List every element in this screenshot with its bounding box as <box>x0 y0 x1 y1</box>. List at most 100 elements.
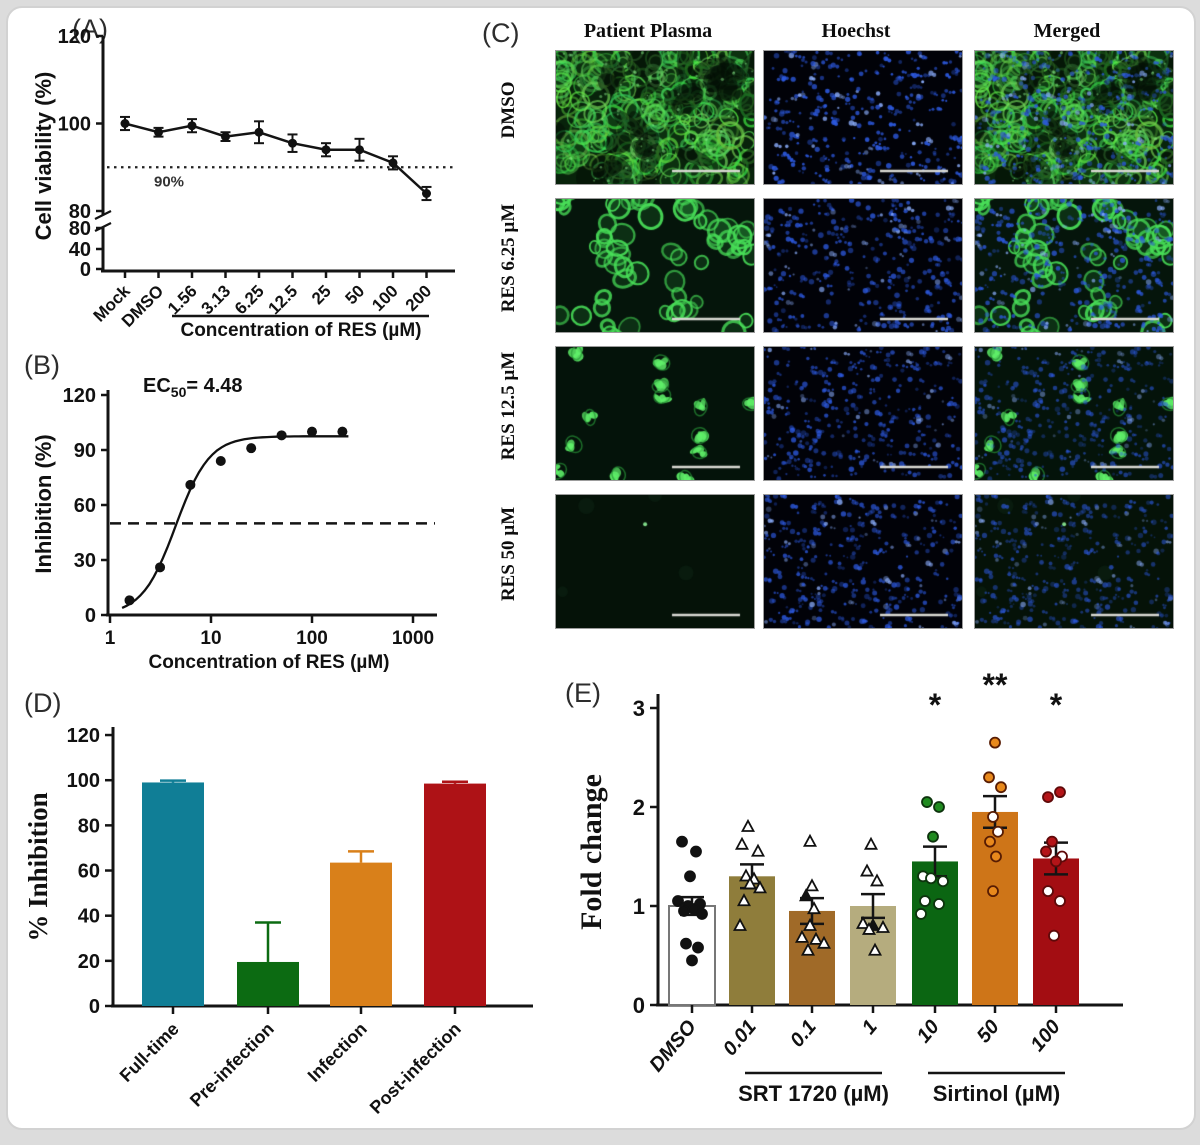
panel-c-row-label-dmso: DMSO <box>498 81 519 139</box>
micro-image-res-12-5-µm-merged <box>974 346 1174 481</box>
svg-text:Pre-infection: Pre-infection <box>186 1019 278 1111</box>
svg-text:120: 120 <box>63 385 96 407</box>
point-50 <box>355 145 364 155</box>
bar-0.01 <box>729 876 775 1005</box>
svg-text:SRT 1720 (µM): SRT 1720 (µM) <box>738 1081 889 1106</box>
svg-text:50: 50 <box>342 281 369 308</box>
svg-text:Full-time: Full-time <box>116 1019 183 1086</box>
svg-text:**: ** <box>983 667 1008 703</box>
micro-image-res-12-5-µm-hoechst <box>763 346 963 481</box>
panel-b-label: (B) <box>24 350 60 380</box>
svg-text:*: * <box>929 687 942 723</box>
svg-text:20: 20 <box>78 951 100 973</box>
svg-text:Sirtinol (µM): Sirtinol (µM) <box>933 1081 1061 1106</box>
figure-card: (A) (B) (C) (D) (E) Patient Plasma Hoech… <box>6 6 1196 1130</box>
svg-text:90%: 90% <box>154 173 184 190</box>
point-200 <box>337 426 348 437</box>
point-3.13 <box>155 562 166 573</box>
point-6.25 <box>254 127 264 137</box>
point-12.5 <box>215 456 226 467</box>
micro-image-res-6-25-µm-hoechst <box>763 198 963 333</box>
panel-c-label: (C) <box>482 18 520 48</box>
svg-text:80: 80 <box>69 218 91 240</box>
svg-text:0: 0 <box>633 993 645 1018</box>
svg-text:200: 200 <box>402 281 435 314</box>
micro-image-dmso-merged <box>974 50 1174 185</box>
micro-image-res-12-5-µm-patient-plasma <box>555 346 755 481</box>
svg-text:Concentration of RES (µM): Concentration of RES (µM) <box>148 652 389 673</box>
point-50 <box>276 430 287 441</box>
svg-text:2: 2 <box>633 795 645 820</box>
svg-text:1: 1 <box>858 1016 882 1039</box>
point-25 <box>246 443 257 454</box>
panel-e-label: (E) <box>565 678 601 708</box>
svg-text:EC50= 4.48: EC50= 4.48 <box>143 375 243 400</box>
svg-text:40: 40 <box>69 239 91 261</box>
micro-image-res-6-25-µm-patient-plasma <box>555 198 755 333</box>
svg-text:Post-infection: Post-infection <box>366 1019 465 1118</box>
svg-text:Fold change: Fold change <box>575 774 608 930</box>
svg-text:Concentration of RES (µM): Concentration of RES (µM) <box>180 320 421 341</box>
svg-text:100: 100 <box>1027 1016 1065 1056</box>
micro-image-dmso-hoechst <box>763 50 963 185</box>
svg-text:80: 80 <box>78 815 100 837</box>
micro-image-dmso-patient-plasma <box>555 50 755 185</box>
micro-image-res-50-µm-merged <box>974 494 1174 629</box>
svg-text:1000: 1000 <box>392 628 434 649</box>
micro-image-res-6-25-µm-merged <box>974 198 1174 333</box>
point-100 <box>388 158 398 168</box>
svg-text:40: 40 <box>78 906 100 928</box>
svg-text:12.5: 12.5 <box>264 281 301 318</box>
svg-text:6.25: 6.25 <box>231 281 268 318</box>
svg-text:100: 100 <box>368 281 401 314</box>
bar-10 <box>912 861 958 1005</box>
point-1.56 <box>187 121 197 131</box>
svg-text:0: 0 <box>80 259 91 281</box>
svg-text:3.13: 3.13 <box>197 281 234 318</box>
svg-text:Cell viability (%): Cell viability (%) <box>31 72 56 241</box>
point-6.25 <box>185 479 196 490</box>
panel-a-cell-viability-chart: 120100808040090%MockDMSO1.563.136.2512.5… <box>31 26 457 341</box>
panel-c-row-label-res-50: RES 50 µM <box>498 506 519 602</box>
svg-text:120: 120 <box>67 725 100 747</box>
svg-text:0.01: 0.01 <box>719 1016 761 1060</box>
svg-text:1: 1 <box>633 894 645 919</box>
micro-image-res-50-µm-patient-plasma <box>555 494 755 629</box>
svg-text:50: 50 <box>973 1016 1004 1047</box>
point-1.56 <box>124 595 135 606</box>
svg-text:30: 30 <box>74 550 96 572</box>
point-200 <box>422 189 431 198</box>
panel-d-label: (D) <box>24 688 62 718</box>
point-25 <box>321 145 331 155</box>
point-100 <box>307 426 317 437</box>
svg-text:1.56: 1.56 <box>164 281 201 318</box>
svg-text:0.1: 0.1 <box>786 1016 821 1051</box>
panel-d-inhibition-bar-chart: 0 20 40 60 80 100 120 Full-time Pre-infection Inf… <box>23 725 533 1118</box>
svg-text:80: 80 <box>69 201 91 223</box>
panel-c-header-hoechst: Hoechst <box>821 20 891 42</box>
point-Mock <box>120 119 130 128</box>
panel-c-header-patient-plasma: Patient Plasma <box>583 20 713 42</box>
svg-text:100: 100 <box>67 770 100 792</box>
svg-text:0: 0 <box>89 996 100 1018</box>
svg-text:100: 100 <box>296 628 328 649</box>
micro-image-res-50-µm-hoechst <box>763 494 963 629</box>
svg-text:0: 0 <box>85 605 96 627</box>
bar-infection <box>330 862 392 1006</box>
svg-text:% Inhibition: % Inhibition <box>23 792 53 941</box>
svg-text:DMSO: DMSO <box>645 1016 701 1076</box>
svg-text:10: 10 <box>200 628 221 649</box>
svg-text:60: 60 <box>78 861 100 883</box>
svg-text:60: 60 <box>74 495 96 517</box>
svg-text:*: * <box>1050 687 1063 723</box>
svg-text:100: 100 <box>58 114 91 136</box>
point-3.13 <box>221 132 230 142</box>
point-12.5 <box>288 138 297 148</box>
bar-pre-infection <box>237 961 299 1006</box>
panel-c-header-merged: Merged <box>1033 20 1101 42</box>
svg-text:120: 120 <box>58 26 91 48</box>
bar-post-infection <box>424 783 486 1006</box>
